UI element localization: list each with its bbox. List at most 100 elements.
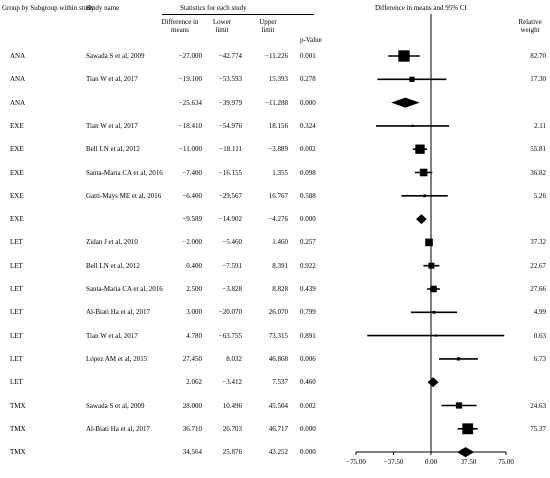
cell-weight: 4.99 (533, 308, 546, 317)
cell-weight: 36.82 (530, 168, 546, 177)
summary-diamond (416, 214, 427, 225)
cell-group: EXE (10, 168, 24, 177)
effect-square (423, 194, 427, 198)
header-weight: Relative weight (518, 18, 542, 34)
cell-p: 0.000 (300, 98, 316, 107)
cell-upper: −4.276 (268, 215, 288, 224)
cell-upper: 46.868 (268, 354, 288, 363)
cell-study: Sawada S et al, 2009 (86, 401, 145, 410)
cell-group: LET (10, 378, 23, 387)
cell-group: TMX (10, 424, 26, 433)
cell-group: EXE (10, 145, 24, 154)
cell-lower: −7.591 (222, 261, 242, 270)
cell-weight: 6.73 (533, 354, 546, 363)
cell-lower: −39.979 (218, 98, 242, 107)
effect-square (428, 262, 435, 269)
cell-study: Gatti-Mays ME et al, 2016 (86, 191, 162, 200)
cell-p: 0.460 (300, 378, 316, 387)
cell-p: 0.000 (300, 215, 316, 224)
cell-group: TMX (10, 448, 26, 457)
effect-square (398, 50, 410, 62)
cell-study: Tian W et al, 2017 (86, 331, 138, 340)
cell-lower: −5.460 (222, 238, 242, 247)
effect-square (434, 334, 437, 337)
cell-lower: 25.876 (222, 448, 242, 457)
effect-square (411, 124, 414, 127)
header-plot-title: Difference in means and 95% CI (375, 4, 467, 12)
cell-study: Santa-Maria CA et al, 2016 (86, 285, 163, 293)
cell-p: 0.098 (300, 168, 316, 177)
effect-square (409, 76, 415, 82)
cell-upper: 8.391 (272, 261, 288, 270)
cell-group: ANA (10, 52, 26, 60)
cell-p: 0.002 (300, 401, 316, 410)
cell-lower: 26.703 (222, 424, 242, 433)
cell-lower: −63.755 (218, 331, 242, 340)
cell-group: LET (10, 354, 23, 363)
x-tick-label: −37.50 (384, 458, 404, 466)
cell-p: 0.001 (300, 52, 316, 60)
cell-upper: −11.226 (265, 52, 288, 60)
cell-study: Bell LN et al, 2012 (86, 261, 140, 270)
cell-diff: 36.710 (182, 424, 202, 433)
cell-upper: 43.252 (268, 448, 288, 457)
cell-study: Santa-Maria CA et al, 2016 (86, 168, 163, 177)
cell-study: Sawada S et al, 2009 (86, 52, 145, 60)
cell-p: 0.799 (300, 308, 316, 317)
cell-lower: −18.111 (219, 145, 242, 154)
cell-upper: 73.315 (268, 331, 288, 340)
cell-diff: 4.780 (186, 331, 202, 340)
cell-diff: −2.000 (182, 238, 202, 247)
cell-group: LET (10, 308, 23, 317)
cell-diff: −25.634 (178, 98, 202, 107)
cell-group: EXE (10, 215, 24, 224)
cell-weight: 27.66 (530, 285, 546, 293)
cell-weight: 2.11 (534, 121, 546, 130)
cell-study: Bell LN et al, 2012 (86, 145, 140, 154)
cell-upper: −3.889 (268, 145, 288, 154)
header-lower: Lower limit (212, 18, 232, 34)
cell-lower: −3.828 (222, 285, 242, 293)
cell-weight: 5.26 (533, 191, 546, 200)
cell-study: López AM et al, 2015 (86, 354, 148, 363)
header-stats: Statistics for each study (180, 4, 247, 12)
header-p: p-Value (300, 36, 322, 44)
cell-upper: 1.355 (272, 168, 288, 177)
cell-weight: 75.37 (530, 424, 546, 433)
cell-group: LET (10, 285, 23, 293)
cell-lower: −29.567 (218, 191, 242, 200)
cell-diff: 28.000 (182, 401, 202, 410)
cell-lower: −42.774 (218, 52, 242, 60)
cell-upper: 45.504 (268, 401, 288, 410)
cell-upper: 18.156 (268, 121, 288, 130)
x-tick-label: 0.00 (425, 458, 438, 466)
cell-lower: −20.070 (218, 308, 242, 317)
cell-study: Zidan J et al, 2010 (86, 238, 138, 247)
header-upper: Upper limit (259, 18, 277, 34)
cell-group: EXE (10, 121, 24, 130)
cell-upper: 26.070 (268, 308, 288, 317)
cell-diff: −6.400 (182, 191, 202, 200)
cell-weight: 55.81 (530, 145, 546, 154)
cell-group: ANA (10, 98, 26, 107)
header-group: Group by Subgroup within study (2, 4, 95, 12)
cell-p: 0.439 (300, 285, 316, 293)
cell-weight: 22.67 (530, 261, 546, 270)
cell-upper: 7.537 (272, 378, 288, 387)
cell-diff: −11.000 (179, 145, 202, 154)
cell-weight: 17.30 (530, 75, 546, 84)
cell-diff: −7.400 (182, 168, 202, 177)
cell-p: 0.000 (300, 424, 316, 433)
x-tick-label: 75.00 (498, 458, 514, 466)
cell-group: LET (10, 261, 23, 270)
summary-diamond (391, 97, 420, 108)
summary-diamond (456, 447, 475, 458)
summary-diamond (427, 377, 439, 388)
cell-lower: −14.902 (218, 215, 242, 224)
cell-diff: 3.000 (186, 308, 202, 317)
effect-square (456, 357, 461, 361)
cell-group: EXE (10, 191, 24, 200)
cell-lower: −16.155 (218, 168, 242, 177)
cell-p: 0.000 (300, 448, 316, 457)
